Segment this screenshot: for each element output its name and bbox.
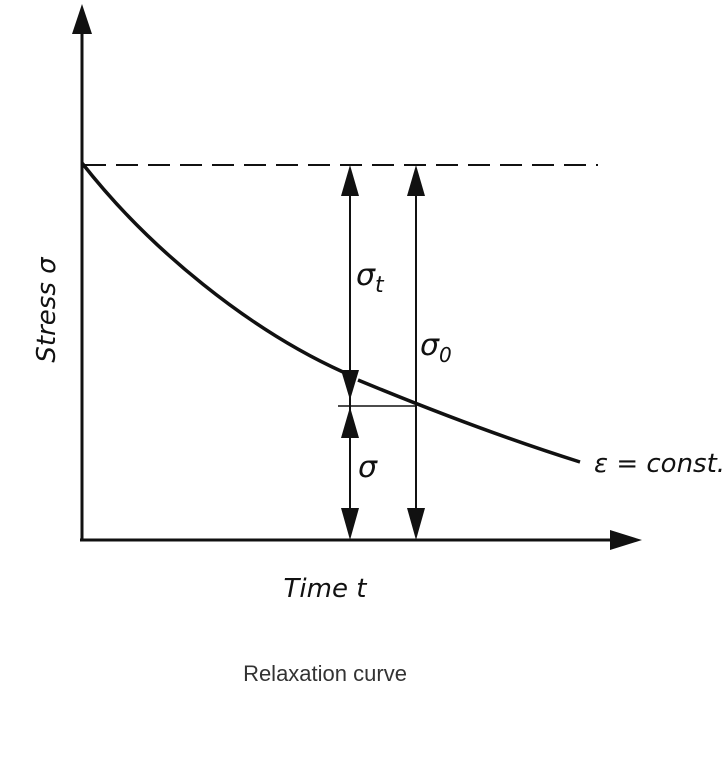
arrow-head	[407, 165, 425, 196]
arrow-head	[341, 165, 359, 196]
y-axis-label: Stress σ	[32, 256, 62, 363]
relaxation-curve	[357, 378, 581, 464]
arrow-head	[407, 508, 425, 540]
subscript: 0	[439, 343, 452, 367]
arrow-head	[341, 370, 359, 400]
subscript: t	[375, 273, 385, 298]
sigma-0-label: σ0	[420, 328, 452, 367]
arrow-head	[341, 407, 359, 438]
relaxation-curve	[80, 161, 344, 374]
symbol: σ	[420, 328, 440, 363]
sigma-t-label: σt	[356, 258, 385, 298]
symbol: σ	[356, 258, 376, 293]
arrow-head	[341, 508, 359, 540]
caption: Relaxation curve	[243, 661, 407, 686]
curve-label: ε = const.	[594, 449, 724, 479]
x-axis-arrow	[610, 530, 642, 550]
y-axis-arrow	[72, 4, 92, 34]
x-axis-label: Time t	[284, 574, 368, 604]
sigma-label: σ	[358, 450, 378, 485]
